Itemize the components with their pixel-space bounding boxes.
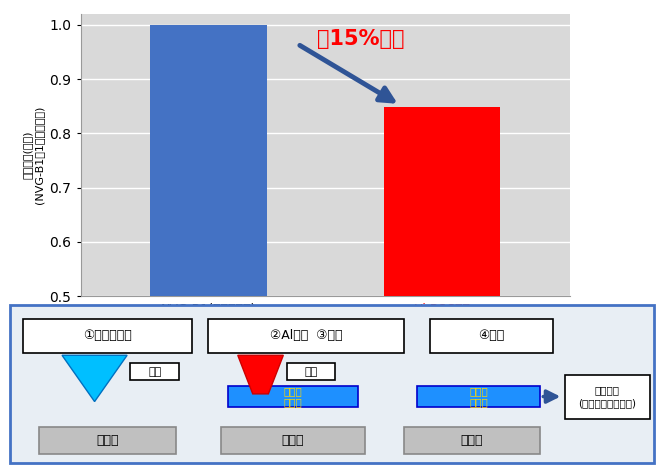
Y-axis label: 離型抵抗(指数)
(NVG-B1を1とした場合): 離型抵抗(指数) (NVG-B1を1とした場合) xyxy=(22,106,44,204)
Text: 試験片: 試験片 xyxy=(97,434,119,446)
Text: 型引張り
(ロードセルで測定): 型引張り (ロードセルで測定) xyxy=(578,385,637,408)
Text: ①離型剤塗布: ①離型剤塗布 xyxy=(83,329,132,343)
Text: 溶湯: 溶湯 xyxy=(305,367,317,376)
Bar xyxy=(209,319,404,353)
Polygon shape xyxy=(238,355,283,394)
Text: リング
形状型: リング 形状型 xyxy=(284,386,303,407)
Bar xyxy=(287,363,336,380)
Bar xyxy=(417,386,540,407)
Text: 試験片: 試験片 xyxy=(461,434,483,446)
Bar xyxy=(430,319,554,353)
Bar xyxy=(39,427,176,454)
Bar xyxy=(23,319,192,353)
Text: ②Al注湯  ③存固: ②Al注湯 ③存固 xyxy=(270,329,342,343)
Text: ④離型: ④離型 xyxy=(478,329,505,343)
Bar xyxy=(228,386,358,407)
Text: リング
形状型: リング 形状型 xyxy=(469,386,488,407)
Text: 絀15%低減: 絀15%低減 xyxy=(317,29,404,48)
Bar xyxy=(221,427,365,454)
Bar xyxy=(565,375,650,419)
Bar xyxy=(404,427,540,454)
Text: 試験片: 試験片 xyxy=(282,434,305,446)
Bar xyxy=(384,107,501,296)
Bar xyxy=(150,25,267,296)
Bar xyxy=(130,363,179,380)
Text: 噴霧: 噴霧 xyxy=(148,367,162,376)
FancyBboxPatch shape xyxy=(10,305,654,463)
Polygon shape xyxy=(62,355,127,401)
